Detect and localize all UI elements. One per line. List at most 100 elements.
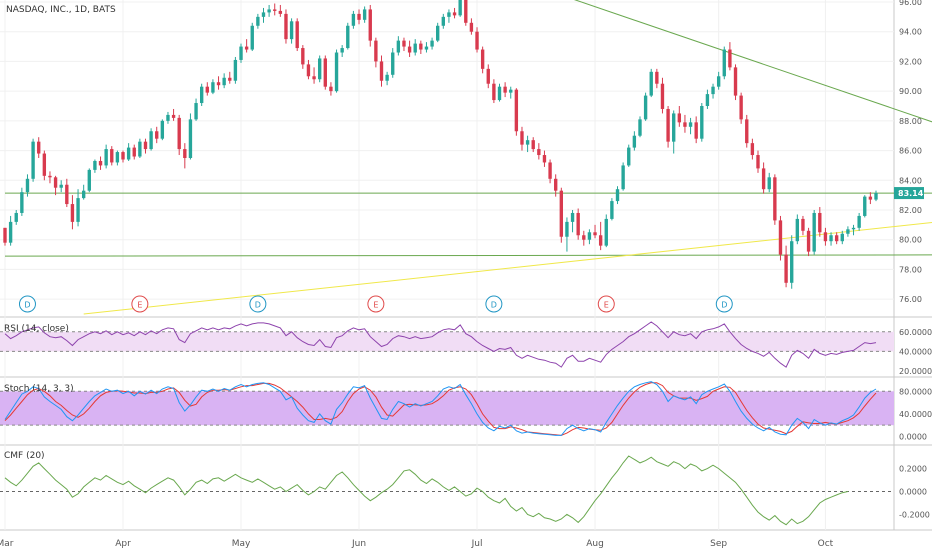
candle-body	[289, 21, 294, 40]
candle-body	[627, 147, 631, 166]
price-tick-label: 82.00	[899, 206, 922, 215]
event-label: D	[491, 301, 497, 310]
support-line	[4, 254, 932, 257]
candle-body	[840, 233, 844, 242]
candle-body	[520, 131, 524, 145]
event-marker	[485, 295, 503, 313]
candle-body	[818, 212, 822, 233]
candle-body	[700, 106, 704, 139]
stoch-tick-label: 80.0000	[899, 387, 932, 396]
candle-body	[750, 143, 755, 156]
cmf-tick-label: 0.0000	[899, 488, 927, 497]
candle-body	[104, 149, 108, 166]
candle-body	[211, 82, 215, 93]
candle-body	[301, 48, 305, 65]
candle-body	[694, 122, 698, 139]
time-tick-label: Oct	[818, 539, 834, 549]
candle-body	[846, 229, 850, 234]
time-axis: MarAprMayJunJulAugSepOctNovDec2019	[0, 539, 834, 549]
candle-body	[643, 95, 648, 120]
candle-body	[851, 227, 856, 230]
candle-body	[177, 117, 181, 150]
candle-body	[256, 16, 260, 26]
candle-body	[554, 178, 558, 191]
candle-body	[3, 227, 7, 243]
stoch-title: Stoch (14, 3, 3)	[4, 384, 74, 394]
candle-body	[531, 140, 535, 150]
grid	[0, 0, 932, 531]
candle-body	[407, 46, 412, 53]
candle-body	[329, 86, 333, 92]
candle-body	[368, 9, 372, 41]
candle-body	[396, 40, 401, 53]
candle-body	[199, 86, 204, 104]
candle-body	[222, 77, 226, 86]
candle-body	[767, 177, 771, 190]
candle-body	[65, 184, 69, 205]
candle-body	[143, 141, 148, 150]
candle-body	[250, 25, 254, 50]
candle-body	[806, 230, 811, 252]
candle-body	[863, 196, 867, 216]
candle-body	[683, 122, 687, 127]
price-tick-label: 96.00	[899, 0, 922, 7]
candle-body	[610, 201, 614, 219]
candle-body	[537, 149, 541, 156]
rsi-tick-label: 40.0000	[899, 347, 932, 356]
candle-body	[823, 232, 828, 242]
candle-body	[306, 64, 311, 77]
time-tick-label: Mar	[0, 539, 14, 549]
candle-body	[716, 76, 721, 87]
candle-body	[739, 95, 743, 120]
candle-body	[834, 235, 839, 242]
event-marker	[597, 295, 615, 313]
candle-body	[464, 0, 468, 23]
candle-body	[98, 160, 103, 166]
candle-body	[312, 76, 316, 80]
event-marker	[249, 295, 267, 313]
candle-body	[430, 40, 434, 47]
candle-body	[649, 71, 653, 96]
candle-body	[374, 40, 378, 62]
candle-body	[171, 114, 176, 118]
candle-body	[480, 49, 485, 69]
cmf-tick-label: -0.2000	[899, 510, 930, 519]
candle-body	[632, 135, 637, 148]
candle-body	[761, 168, 766, 190]
cmf-line	[4, 455, 849, 526]
time-tick-label: Aug	[586, 539, 604, 549]
candle-body	[857, 215, 861, 228]
candle-body	[278, 10, 283, 14]
candle-body	[334, 52, 339, 92]
event-marker	[367, 295, 385, 313]
candle-body	[655, 71, 659, 84]
stoch-band	[0, 391, 894, 426]
candle-body	[362, 9, 367, 20]
candle-body	[59, 184, 63, 188]
candle-body	[295, 21, 299, 49]
cmf-title: CMF (20)	[4, 451, 45, 461]
event-label: E	[373, 301, 378, 310]
candle-body	[497, 86, 502, 101]
time-tick-label: Apr	[115, 539, 131, 549]
event-marker	[715, 295, 733, 313]
candle-body	[570, 212, 575, 222]
candle-body	[273, 9, 277, 11]
candle-body	[559, 190, 564, 237]
candle-body	[14, 212, 18, 222]
candles	[3, 0, 878, 289]
event-marker	[131, 295, 149, 313]
event-label: D	[721, 301, 727, 310]
candle-body	[205, 86, 209, 93]
candle-body	[402, 40, 406, 47]
candle-body	[436, 25, 440, 41]
candle-body	[228, 77, 232, 81]
candle-body	[346, 25, 350, 49]
price-tick-label: 90.00	[899, 87, 922, 96]
price-tick-label: 86.00	[899, 147, 922, 156]
price-tick-label: 76.00	[899, 295, 922, 304]
candle-body	[351, 13, 356, 26]
candle-body	[486, 68, 490, 84]
time-tick-label: Jul	[471, 539, 483, 549]
